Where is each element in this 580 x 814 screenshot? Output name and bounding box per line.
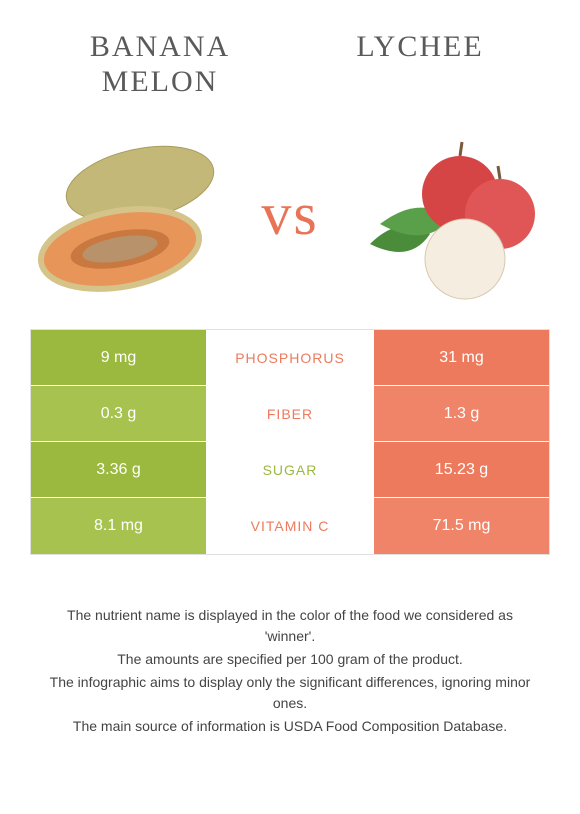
right-value: 31 mg xyxy=(374,330,549,385)
vs-label: vs xyxy=(261,180,318,249)
nutrient-label: Vitamin C xyxy=(206,498,374,554)
table-row: 3.36 gSugar15.23 g xyxy=(31,442,549,498)
footer-line: The main source of information is USDA F… xyxy=(40,716,540,737)
table-row: 9 mgPhosphorus31 mg xyxy=(31,330,549,386)
footer-notes: The nutrient name is displayed in the co… xyxy=(40,605,540,737)
comparison-table: 9 mgPhosphorus31 mg0.3 gFiber1.3 g3.36 g… xyxy=(30,329,550,555)
nutrient-label: Sugar xyxy=(206,442,374,497)
footer-line: The amounts are specified per 100 gram o… xyxy=(40,649,540,670)
left-value: 0.3 g xyxy=(31,386,206,441)
left-value: 3.36 g xyxy=(31,442,206,497)
footer-line: The nutrient name is displayed in the co… xyxy=(40,605,540,647)
left-value: 9 mg xyxy=(31,330,206,385)
table-row: 8.1 mgVitamin C71.5 mg xyxy=(31,498,549,554)
nutrient-label: Phosphorus xyxy=(206,330,374,385)
footer-line: The infographic aims to display only the… xyxy=(40,672,540,714)
left-value: 8.1 mg xyxy=(31,498,206,554)
left-food-image xyxy=(30,124,230,304)
right-value: 71.5 mg xyxy=(374,498,549,554)
right-food-title: Lychee xyxy=(320,30,520,99)
left-food-title: Banana melon xyxy=(60,30,260,99)
right-value: 1.3 g xyxy=(374,386,549,441)
right-value: 15.23 g xyxy=(374,442,549,497)
nutrient-label: Fiber xyxy=(206,386,374,441)
right-food-image xyxy=(350,124,550,304)
table-row: 0.3 gFiber1.3 g xyxy=(31,386,549,442)
